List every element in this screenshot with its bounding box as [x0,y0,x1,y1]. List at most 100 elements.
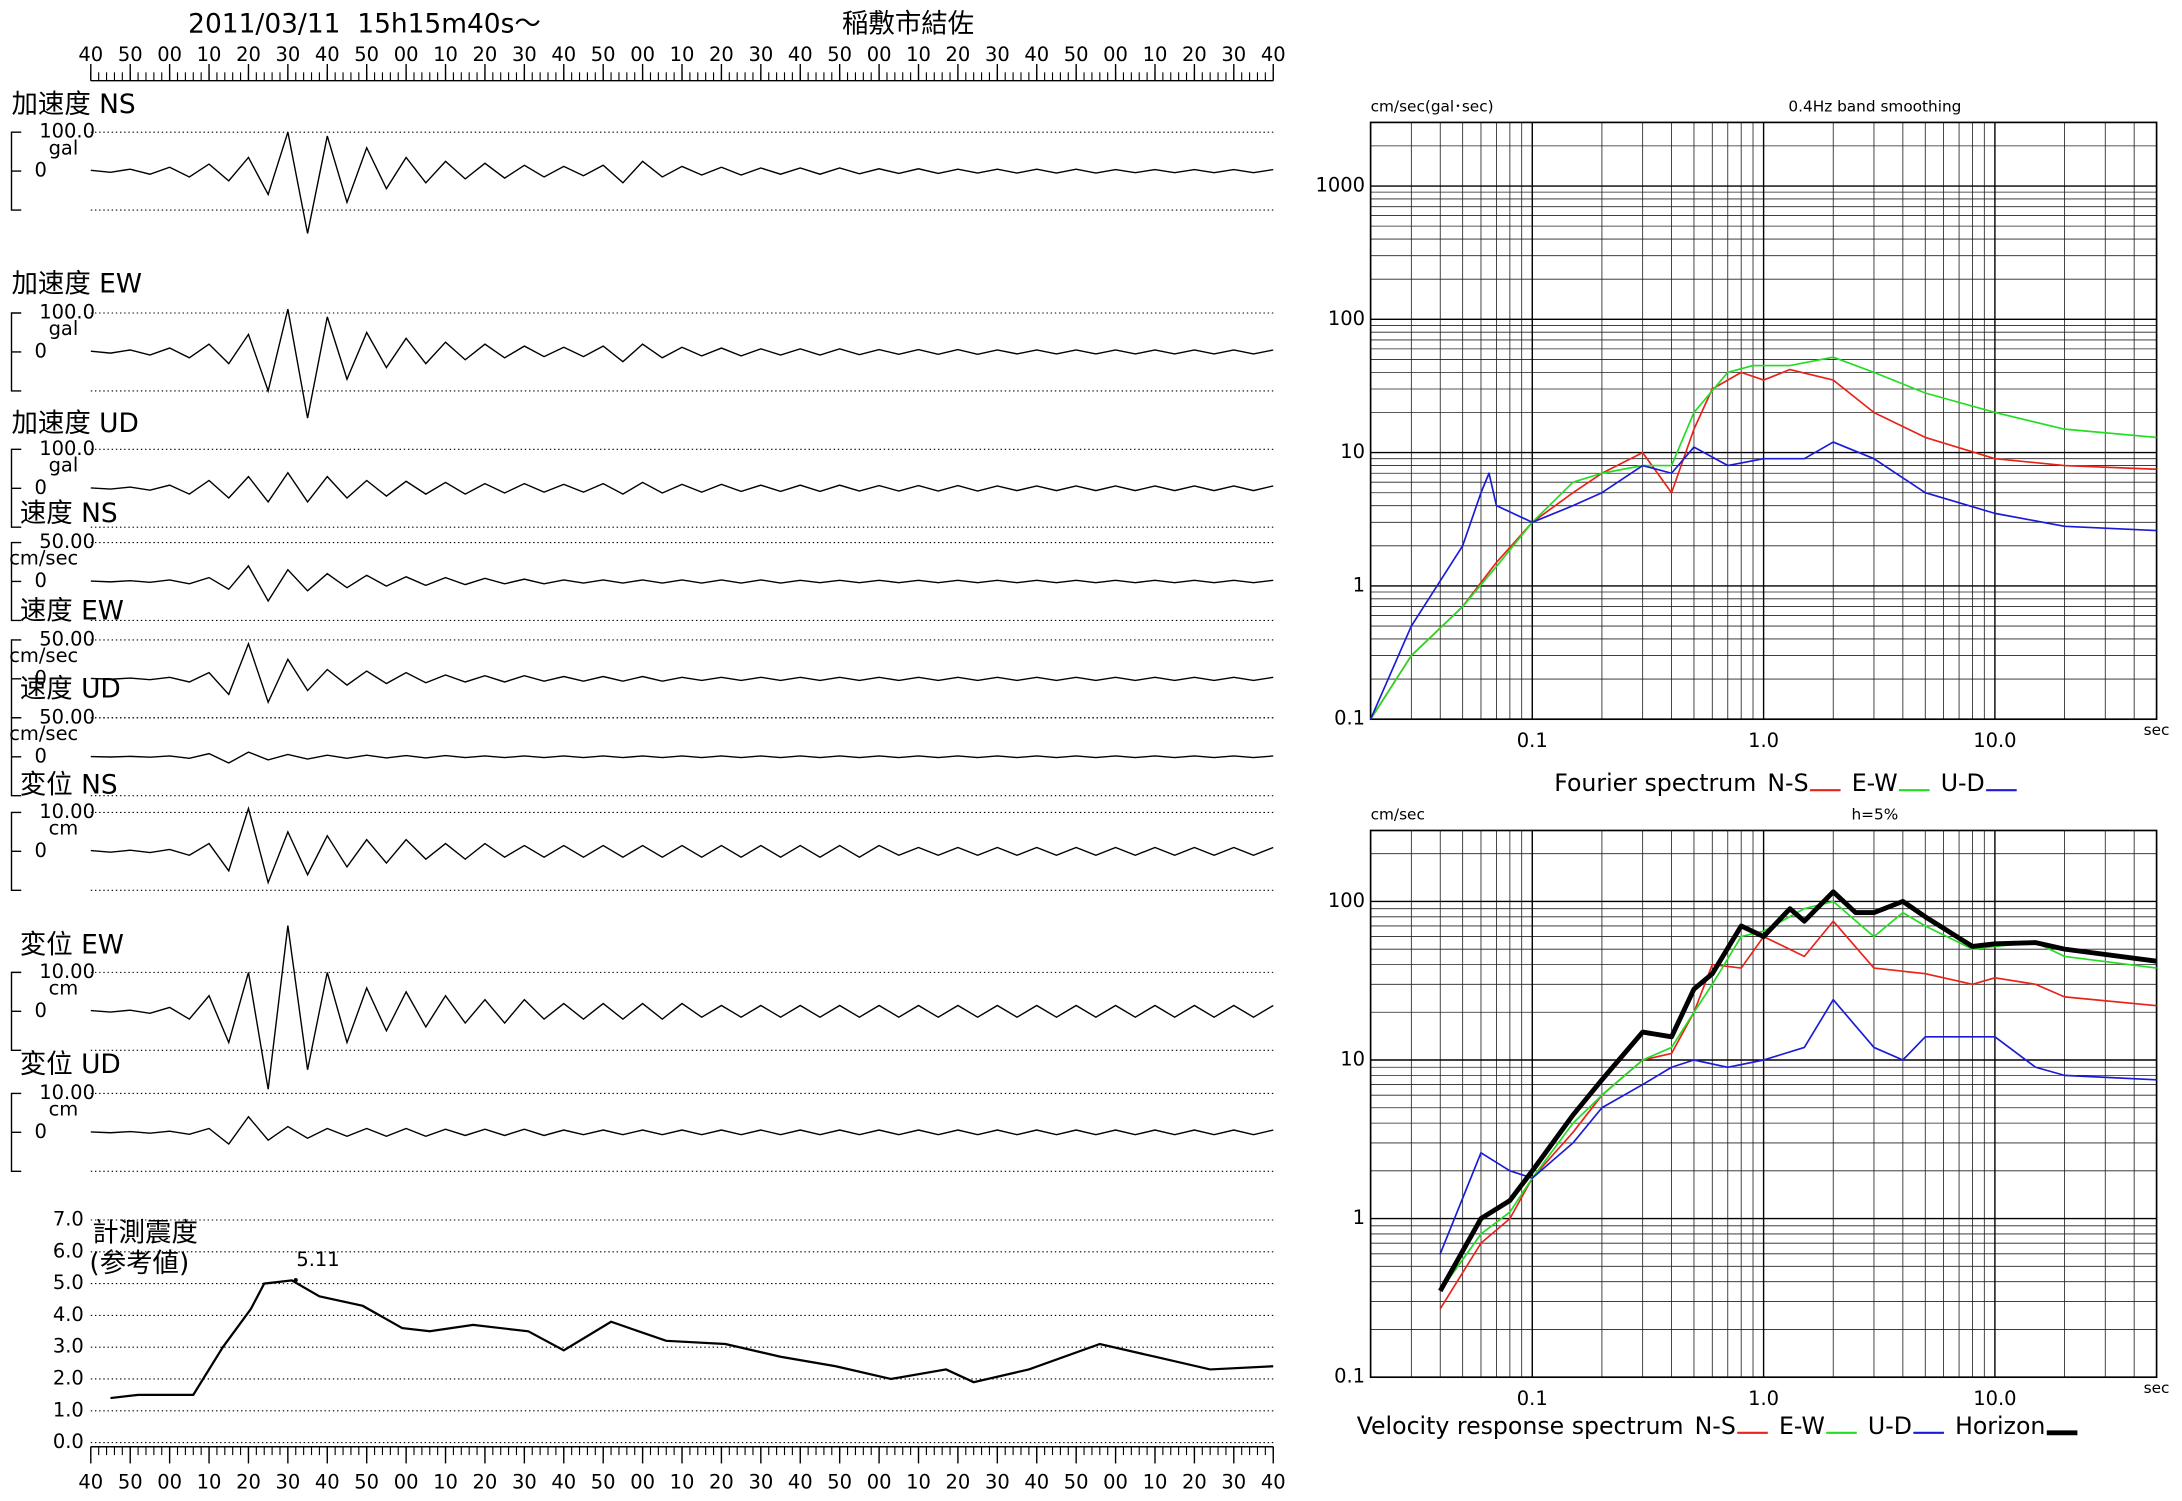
y-tick-label: 100 [1328,889,1365,912]
scale-label: 50.00 [39,530,95,553]
scale-label: 100.0 [39,437,95,460]
x-tick-label: 30 [275,1470,300,1493]
series-line [1439,920,2157,1310]
waveform [90,1115,1274,1146]
waveform [90,641,1274,705]
x-tick-label: 40 [315,43,340,66]
x-tick-label: 30 [512,43,537,66]
y-tick-label: 4.0 [53,1303,84,1326]
x-tick-label: 20 [236,1470,261,1493]
x-tick-label: 40 [1024,1470,1049,1493]
bracket [10,717,22,797]
scale-label: 100.0 [39,120,95,143]
waveform [90,131,1274,234]
x-tick-label: 30 [985,1470,1010,1493]
waveform [90,806,1274,885]
legend-label: E-W [1852,769,1898,797]
x-tick-label: 20 [1182,1470,1207,1493]
x-tick-label: 50 [1064,1470,1089,1493]
scale-label: 10.00 [39,800,95,823]
y-axis-label: cm/sec(gal･sec) [1371,98,1494,116]
panel-label: 変位 EW [20,929,124,960]
legend-title: Velocity response spectrum [1357,1412,1684,1440]
legend-label: E-W [1779,1412,1825,1440]
x-tick-label: 30 [275,43,300,66]
bracket [10,1092,22,1173]
bracket [10,971,22,1051]
x-tick-label: 50 [591,1470,616,1493]
x-tick-label: 00 [157,1470,182,1493]
x-tick-label: 40 [78,43,103,66]
x-tick-label: 40 [551,43,576,66]
x-tick-label: 00 [1103,1470,1128,1493]
legend-label: N-S [1695,1412,1736,1440]
intensity-line [110,1279,1274,1400]
x-tick-label: 10.0 [1973,1387,2016,1410]
x-tick-label: 10 [197,1470,222,1493]
series-line [1369,368,2157,720]
bracket [10,541,22,622]
scale-label: 50.00 [39,627,95,650]
waveform [90,751,1274,764]
x-tick-label: 0.1 [1517,729,1548,752]
x-tick-label: 00 [867,43,892,66]
x-axis-label: sec [2144,721,2170,739]
y-tick-label: 2.0 [53,1366,84,1389]
intensity-title: 計測震度 [92,1217,198,1248]
series-line [1369,441,2157,720]
x-tick-label: 50 [354,43,379,66]
y-tick-label: 1 [1353,573,1365,596]
chart-title: h=5% [1851,806,1898,824]
x-tick-label: 50 [591,43,616,66]
y-tick-label: 100 [1328,307,1365,330]
legend-title: Fourier spectrum [1554,769,1756,797]
unit-label: cm/sec [9,644,78,667]
x-tick-label: 30 [748,43,773,66]
x-tick-label: 40 [78,1470,103,1493]
x-tick-label: 20 [473,43,498,66]
panel-label: 変位 NS [20,769,118,800]
scale-label: 10.00 [39,1081,95,1104]
x-tick-label: 50 [827,43,852,66]
zero-label: 0 [35,476,47,499]
x-tick-label: 40 [1261,1470,1286,1493]
x-tick-label: 00 [630,1470,655,1493]
y-tick-label: 10 [1340,440,1365,463]
unit-label: gal [49,317,79,340]
chart-title: 2011/03/11 15h15m40s～ [188,9,541,40]
x-tick-label: 40 [788,1470,813,1493]
x-tick-label: 50 [118,43,143,66]
y-tick-label: 1.0 [53,1398,84,1421]
y-tick-label: 0.1 [1334,1365,1365,1388]
unit-label: cm/sec [9,722,78,745]
x-tick-label: 1.0 [1748,1387,1779,1410]
x-tick-label: 40 [1261,43,1286,66]
chart-subtitle: 稲敷市結佐 [842,9,974,40]
zero-label: 0 [35,839,47,862]
waveform [90,471,1274,504]
y-axis-label: cm/sec [1371,806,1425,824]
x-tick-label: 30 [1221,43,1246,66]
peak-marker [293,1278,298,1283]
x-axis-label: sec [2144,1379,2170,1397]
x-tick-label: 00 [394,1470,419,1493]
x-tick-label: 20 [473,1470,498,1493]
unit-label: cm [49,1098,79,1121]
y-tick-label: 0.1 [1334,707,1365,730]
x-tick-label: 20 [1182,43,1207,66]
x-tick-label: 00 [867,1470,892,1493]
zero-label: 0 [35,1120,47,1143]
panel-label: 加速度 UD [12,408,139,439]
x-tick-label: 20 [709,1470,734,1493]
x-tick-label: 0.1 [1517,1387,1548,1410]
x-tick-label: 10 [433,43,458,66]
panel-label: 加速度 NS [12,89,136,120]
unit-label: cm [49,977,79,1000]
x-tick-label: 20 [709,43,734,66]
x-tick-label: 10 [1143,1470,1168,1493]
x-tick-label: 10 [906,1470,931,1493]
x-tick-label: 40 [1024,43,1049,66]
scale-label: 50.00 [39,705,95,728]
y-tick-label: 5.0 [53,1271,84,1294]
